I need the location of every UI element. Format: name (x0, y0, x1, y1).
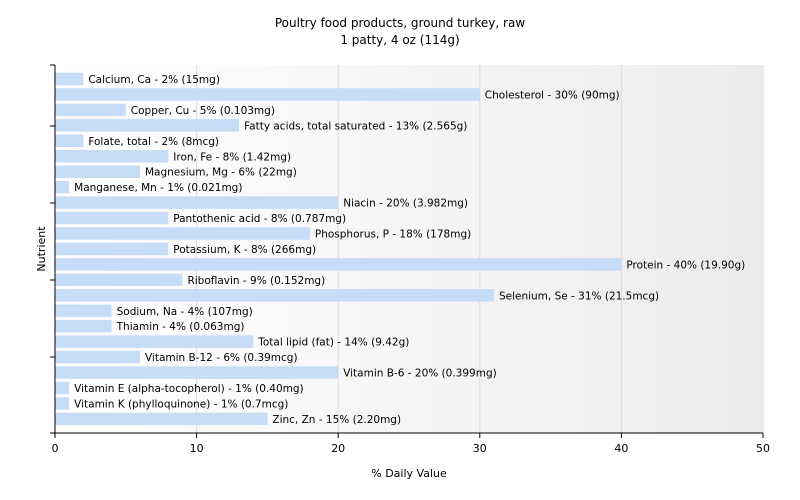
bar-label: Manganese, Mn - 1% (0.021mg) (74, 182, 242, 194)
bar-label: Protein - 40% (19.90g) (626, 259, 745, 271)
bar-label: Cholesterol - 30% (90mg) (485, 89, 620, 101)
bar (55, 289, 494, 302)
bar (55, 258, 622, 271)
bar (55, 103, 126, 117)
bar (55, 150, 169, 163)
bar (55, 366, 339, 379)
bar-label: Copper, Cu - 5% (0.103mg) (131, 105, 275, 117)
bar-label: Folate, total - 2% (8mcg) (88, 136, 219, 148)
x-axis-label: % Daily Value (371, 467, 447, 480)
bar (55, 88, 480, 101)
bars (55, 72, 622, 426)
bar-label: Iron, Fe - 8% (1.42mg) (173, 151, 291, 163)
bar (55, 304, 112, 317)
bar-label: Thiamin - 4% (0.063mg) (116, 321, 245, 333)
bar (55, 211, 169, 225)
x-tick-label: 30 (473, 442, 487, 455)
chart-subtitle: 1 patty, 4 oz (114g) (340, 33, 459, 47)
x-tick-label: 40 (614, 442, 628, 455)
bar-label: Phosphorus, P - 18% (178mg) (315, 229, 471, 241)
x-tick-label: 20 (331, 442, 345, 455)
bar (55, 227, 310, 240)
bar-label: Zinc, Zn - 15% (2.20mg) (272, 414, 401, 426)
bar (55, 319, 112, 333)
bar-label: Fatty acids, total saturated - 13% (2.56… (244, 120, 467, 132)
bar (55, 134, 84, 148)
bar-label: Selenium, Se - 31% (21.5mcg) (499, 290, 659, 302)
bar-label: Niacin - 20% (3.982mg) (343, 198, 468, 210)
bar-label: Sodium, Na - 4% (107mg) (117, 306, 253, 318)
bar (55, 397, 70, 410)
bar (55, 72, 84, 86)
bar-label: Potassium, K - 8% (266mg) (173, 244, 316, 256)
bar (55, 381, 70, 395)
x-tick-label: 10 (190, 442, 204, 455)
bar-label: Vitamin K (phylloquinone) - 1% (0.7mcg) (74, 398, 288, 410)
bar (55, 350, 140, 364)
bar-label: Pantothenic acid - 8% (0.787mg) (173, 213, 346, 225)
bar-label: Calcium, Ca - 2% (15mg) (88, 74, 220, 86)
chart-title: Poultry food products, ground turkey, ra… (275, 16, 525, 30)
x-tick-label: 0 (52, 442, 59, 455)
bar (55, 335, 254, 348)
bar (55, 119, 240, 132)
bar-label: Riboflavin - 9% (0.152mg) (187, 275, 325, 287)
bar (55, 180, 70, 194)
y-axis-label: Nutrient (35, 226, 48, 272)
bar (55, 412, 268, 426)
bar-labels: Calcium, Ca - 2% (15mg) Cholesterol - 30%… (74, 74, 745, 426)
bar (55, 196, 339, 209)
bar (55, 242, 169, 256)
bar-label: Total lipid (fat) - 14% (9.42g) (257, 337, 409, 349)
x-tick-label: 50 (756, 442, 770, 455)
bar-label: Vitamin B-6 - 20% (0.399mg) (343, 368, 497, 380)
bar (55, 273, 183, 287)
bar (55, 165, 140, 178)
bar-label: Vitamin E (alpha-tocopherol) - 1% (0.40m… (74, 383, 304, 395)
axes: 0 10 20 30 40 50 (50, 64, 770, 455)
bar-label: Vitamin B-12 - 6% (0.39mcg) (145, 352, 298, 364)
bar-label: Magnesium, Mg - 6% (22mg) (145, 167, 297, 179)
